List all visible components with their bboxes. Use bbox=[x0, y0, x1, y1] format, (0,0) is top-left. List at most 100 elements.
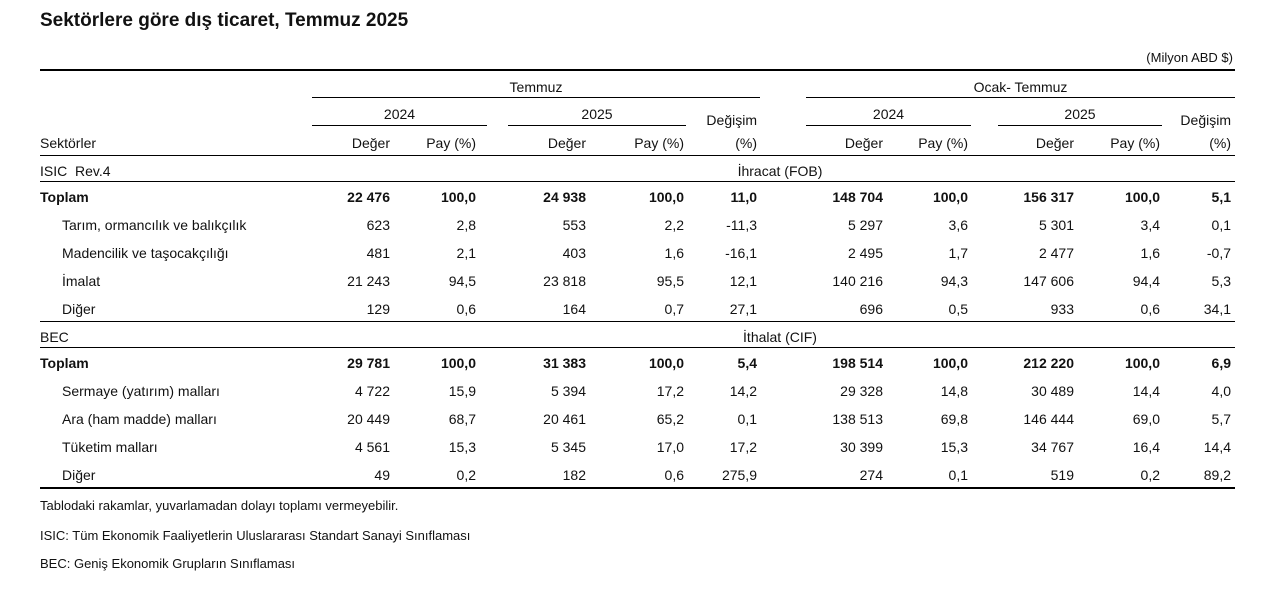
top-rule bbox=[40, 69, 1235, 71]
value-header-2024-p2: Değer bbox=[844, 135, 883, 151]
cell-value-2024-p2: 2 495 bbox=[847, 245, 883, 261]
cell-value-2024-p2: 148 704 bbox=[832, 189, 883, 205]
cell-change-p2: 4,0 bbox=[1211, 383, 1231, 399]
cell-change-p1: -16,1 bbox=[725, 245, 757, 261]
cell-change-p2: 6,9 bbox=[1211, 355, 1231, 371]
cell-share-2024-p2: 1,7 bbox=[948, 245, 968, 261]
cell-value-2024-p1: 49 bbox=[374, 467, 390, 483]
section2-rule bbox=[40, 347, 1235, 348]
cell-change-p1: 11,0 bbox=[730, 189, 757, 205]
row-label: Ara (ham madde) malları bbox=[62, 411, 217, 427]
table-bottom-rule bbox=[40, 487, 1235, 489]
cell-value-2024-p1: 20 449 bbox=[347, 411, 390, 427]
cell-value-2024-p1: 4 561 bbox=[354, 439, 390, 455]
cell-share-2025-p2: 16,4 bbox=[1132, 439, 1160, 455]
change-header-p2-bottom: (%) bbox=[1209, 135, 1231, 151]
cell-change-p2: 0,1 bbox=[1211, 217, 1231, 233]
cell-value-2025-p1: 31 383 bbox=[543, 355, 586, 371]
cell-share-2025-p1: 17,0 bbox=[656, 439, 684, 455]
row-label: Toplam bbox=[40, 355, 89, 371]
cell-value-2024-p1: 129 bbox=[366, 301, 390, 317]
cell-change-p2: 89,2 bbox=[1203, 467, 1231, 483]
year2-header-p1: 2025 bbox=[581, 106, 613, 122]
cell-share-2024-p1: 2,8 bbox=[456, 217, 476, 233]
cell-share-2024-p1: 100,0 bbox=[440, 189, 476, 205]
cell-value-2024-p2: 696 bbox=[859, 301, 883, 317]
cell-share-2024-p2: 69,8 bbox=[940, 411, 968, 427]
cell-change-p2: 5,3 bbox=[1211, 273, 1231, 289]
year2-header-p2: 2025 bbox=[1064, 106, 1096, 122]
cell-share-2025-p1: 95,5 bbox=[656, 273, 684, 289]
row-label: Madencilik ve taşocakçılığı bbox=[62, 245, 229, 261]
cell-change-p2: 14,4 bbox=[1203, 439, 1231, 455]
cell-value-2025-p1: 164 bbox=[562, 301, 586, 317]
value-header-2025-p2: Değer bbox=[1035, 135, 1074, 151]
cell-share-2024-p2: 3,6 bbox=[948, 217, 968, 233]
year2-rule-p2 bbox=[998, 125, 1162, 126]
cell-share-2025-p2: 94,4 bbox=[1132, 273, 1160, 289]
cell-value-2024-p1: 4 722 bbox=[354, 383, 390, 399]
sectors-header: Sektörler bbox=[40, 135, 97, 151]
footnote-isic: ISIC: Tüm Ekonomik Faaliyetlerin Uluslar… bbox=[40, 528, 471, 543]
period1-header: Temmuz bbox=[509, 79, 563, 95]
cell-value-2025-p1: 553 bbox=[562, 217, 586, 233]
cell-value-2024-p2: 138 513 bbox=[832, 411, 883, 427]
cell-change-p2: 34,1 bbox=[1203, 301, 1231, 317]
cell-share-2024-p1: 68,7 bbox=[448, 411, 476, 427]
row-label: Sermaye (yatırım) malları bbox=[62, 383, 220, 399]
cell-change-p1: 14,2 bbox=[729, 383, 757, 399]
value-header-2025-p1: Değer bbox=[547, 135, 586, 151]
row-label: Diğer bbox=[62, 301, 96, 317]
cell-share-2024-p2: 15,3 bbox=[940, 439, 968, 455]
cell-share-2025-p1: 100,0 bbox=[648, 189, 684, 205]
cell-value-2024-p1: 481 bbox=[366, 245, 390, 261]
cell-change-p2: 5,1 bbox=[1211, 189, 1231, 205]
cell-change-p1: -11,3 bbox=[726, 217, 757, 233]
cell-change-p2: -0,7 bbox=[1206, 245, 1231, 261]
section-label: İthalat (CIF) bbox=[743, 329, 817, 345]
cell-share-2024-p1: 100,0 bbox=[440, 355, 476, 371]
footnote-rounding: Tablodaki rakamlar, yuvarlamadan dolayı … bbox=[40, 498, 399, 513]
cell-value-2025-p2: 212 220 bbox=[1023, 355, 1074, 371]
cell-value-2024-p1: 21 243 bbox=[347, 273, 390, 289]
change-header-p1-bottom: (%) bbox=[735, 135, 757, 151]
cell-value-2025-p1: 23 818 bbox=[543, 273, 586, 289]
page-title: Sektörlere göre dış ticaret, Temmuz 2025 bbox=[40, 10, 409, 31]
cell-value-2024-p2: 274 bbox=[859, 467, 883, 483]
year1-rule-p1 bbox=[312, 125, 487, 126]
period1-rule bbox=[312, 97, 760, 98]
cell-share-2024-p2: 0,5 bbox=[948, 301, 968, 317]
cell-share-2024-p2: 14,8 bbox=[940, 383, 968, 399]
cell-share-2025-p2: 0,6 bbox=[1140, 301, 1160, 317]
period2-header: Ocak- Temmuz bbox=[973, 79, 1068, 95]
cell-value-2025-p1: 182 bbox=[562, 467, 586, 483]
cell-value-2024-p1: 623 bbox=[366, 217, 390, 233]
share-header-2024-p2: Pay (%) bbox=[918, 135, 968, 151]
cell-share-2025-p1: 65,2 bbox=[656, 411, 684, 427]
header-bottom-rule bbox=[40, 155, 1235, 156]
section-code: BEC bbox=[40, 329, 69, 345]
cell-share-2025-p1: 17,2 bbox=[656, 383, 684, 399]
cell-share-2024-p1: 15,9 bbox=[448, 383, 476, 399]
cell-share-2024-p1: 94,5 bbox=[448, 273, 476, 289]
cell-share-2025-p2: 1,6 bbox=[1140, 245, 1160, 261]
cell-value-2025-p2: 34 767 bbox=[1031, 439, 1074, 455]
cell-share-2025-p2: 0,2 bbox=[1140, 467, 1160, 483]
section-code: ISIC Rev.4 bbox=[40, 163, 111, 179]
cell-value-2025-p1: 24 938 bbox=[543, 189, 586, 205]
cell-share-2025-p2: 69,0 bbox=[1132, 411, 1160, 427]
section-label: İhracat (FOB) bbox=[737, 163, 823, 179]
period2-rule bbox=[806, 97, 1235, 98]
unit-label: (Milyon ABD $) bbox=[1146, 50, 1233, 65]
cell-share-2024-p1: 15,3 bbox=[448, 439, 476, 455]
cell-value-2025-p2: 146 444 bbox=[1023, 411, 1074, 427]
cell-share-2024-p1: 0,6 bbox=[456, 301, 476, 317]
cell-value-2025-p2: 156 317 bbox=[1023, 189, 1074, 205]
cell-value-2025-p2: 519 bbox=[1050, 467, 1074, 483]
cell-value-2024-p1: 29 781 bbox=[347, 355, 390, 371]
cell-value-2025-p2: 5 301 bbox=[1038, 217, 1074, 233]
cell-change-p1: 5,4 bbox=[737, 355, 757, 371]
row-label: Toplam bbox=[40, 189, 89, 205]
row-label: İmalat bbox=[62, 273, 101, 289]
cell-share-2024-p1: 0,2 bbox=[456, 467, 476, 483]
